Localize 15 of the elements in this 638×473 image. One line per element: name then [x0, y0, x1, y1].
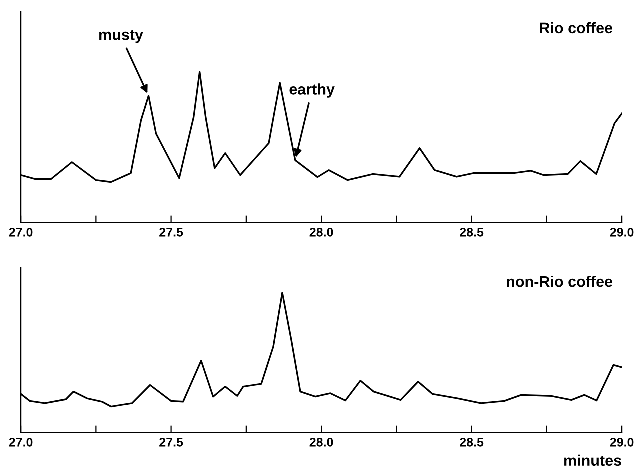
- chart-title: non-Rio coffee: [507, 276, 613, 288]
- x-tick-label: 28.5: [460, 228, 484, 237]
- x-tick-label: 27.5: [160, 438, 184, 447]
- x-tick-label: 27.0: [9, 438, 33, 447]
- x-axis-title: minutes: [564, 454, 622, 466]
- annotation: earthy: [290, 84, 335, 98]
- annotation: musty: [100, 30, 144, 44]
- chart-title: Rio coffee: [540, 22, 613, 34]
- x-tick-label: 29.0: [610, 438, 634, 447]
- x-tick-label: 27.0: [9, 228, 33, 237]
- x-tick-label: 27.5: [160, 228, 184, 237]
- x-tick-label: 28.0: [310, 438, 334, 447]
- x-tick-label: 29.0: [610, 228, 634, 237]
- x-tick-label: 28.5: [460, 438, 484, 447]
- x-tick-label: 28.0: [310, 228, 334, 237]
